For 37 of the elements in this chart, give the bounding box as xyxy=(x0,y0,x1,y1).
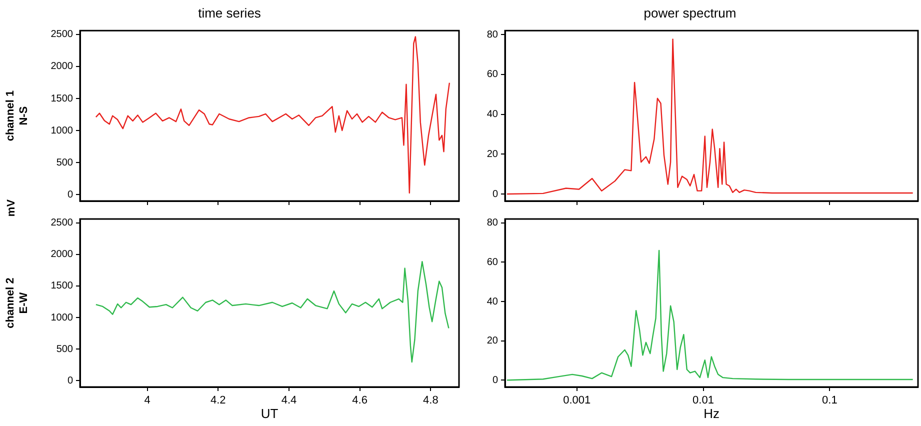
y-tick-label: 60 xyxy=(486,69,498,80)
y-tick-label: 0 xyxy=(67,189,74,200)
y-tick-label: 80 xyxy=(486,218,498,229)
x-tick-label: 4.4 xyxy=(281,394,297,407)
x-tick-label: 0.1 xyxy=(822,394,838,407)
chart-title: power spectrum xyxy=(644,5,736,20)
y-tick-label: 2000 xyxy=(50,61,74,72)
y-tick-label: 2500 xyxy=(50,218,74,229)
y-tick-label: 0 xyxy=(492,374,498,386)
y-tick-label: 20 xyxy=(486,336,498,347)
y-tick-label: 2500 xyxy=(50,29,74,40)
x-tick-label: 4.6 xyxy=(352,394,368,407)
y-tick-label: 1000 xyxy=(50,125,74,136)
y-tick-label: 500 xyxy=(56,344,74,355)
text: mV xyxy=(6,199,18,217)
x-axis-title: Hz xyxy=(704,406,720,421)
y-tick-label: 0 xyxy=(67,375,74,386)
y-tick-label: 40 xyxy=(486,109,498,120)
y-tick-label: 20 xyxy=(486,148,498,160)
y-axis-title: channel 1 N-S xyxy=(4,90,30,142)
x-tick-label: 0.01 xyxy=(692,394,714,407)
x-tick-label: 0.001 xyxy=(563,394,591,407)
x-tick-label: 4 xyxy=(144,394,150,407)
y-axis-title: channel 2 E-W xyxy=(4,278,30,328)
x-axis-title: UT xyxy=(260,406,278,421)
x-tick-label: 4.2 xyxy=(210,394,226,407)
y-tick-label: 80 xyxy=(486,29,498,40)
chart-title: time series xyxy=(198,5,262,20)
x-tick-label: 4.8 xyxy=(423,394,438,407)
y-tick-label: 60 xyxy=(486,256,498,268)
y-tick-label: 500 xyxy=(56,157,74,168)
y-tick-label: 1500 xyxy=(50,93,74,104)
y-tick-label: 0 xyxy=(492,188,498,200)
y-tick-label: 1500 xyxy=(50,280,74,292)
y-tick-label: 2000 xyxy=(50,249,74,260)
y-tick-label: 1000 xyxy=(50,312,74,324)
y-tick-label: 40 xyxy=(486,296,498,308)
